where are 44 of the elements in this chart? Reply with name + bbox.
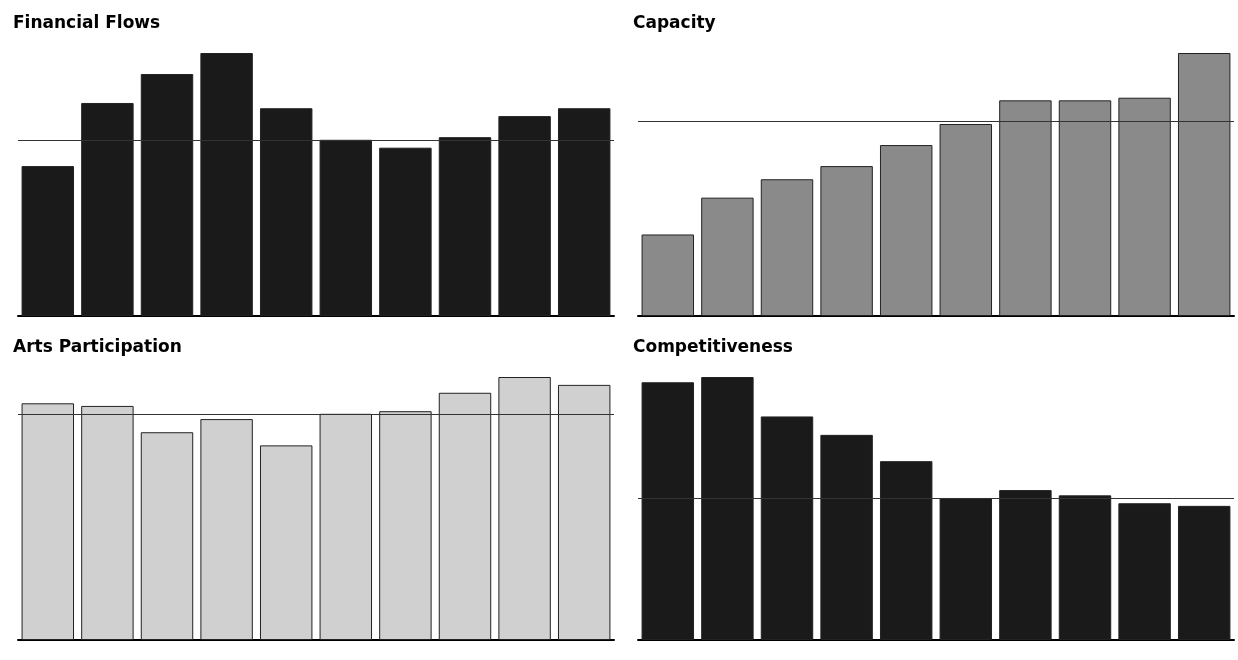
bar bbox=[438, 137, 492, 316]
bar bbox=[200, 53, 253, 316]
bar bbox=[557, 108, 611, 316]
bar bbox=[259, 445, 313, 640]
chart-title: Arts Participation bbox=[13, 335, 182, 356]
bar bbox=[999, 490, 1052, 640]
bar bbox=[641, 382, 695, 640]
chart-title: Competitiveness bbox=[633, 335, 793, 356]
bar bbox=[81, 405, 134, 640]
bar bbox=[379, 147, 432, 316]
bar bbox=[319, 413, 373, 640]
bar bbox=[1058, 100, 1112, 316]
bar bbox=[557, 384, 611, 640]
bar bbox=[140, 74, 194, 316]
bar bbox=[760, 179, 814, 316]
bar bbox=[81, 102, 134, 316]
bar bbox=[319, 139, 373, 316]
bar bbox=[1118, 503, 1171, 640]
bar bbox=[939, 497, 993, 640]
bar bbox=[701, 197, 754, 316]
bar bbox=[1177, 505, 1231, 640]
chart-title: Capacity bbox=[633, 11, 716, 32]
bar bbox=[879, 461, 933, 640]
bar bbox=[140, 432, 194, 640]
bar bbox=[438, 392, 492, 640]
bar bbox=[21, 166, 75, 316]
bar bbox=[498, 116, 551, 316]
bar bbox=[701, 377, 754, 640]
bar bbox=[379, 411, 432, 640]
bar bbox=[1058, 495, 1112, 640]
bar bbox=[879, 145, 933, 316]
bar bbox=[760, 416, 814, 640]
chart-title: Financial Flows bbox=[13, 11, 161, 32]
bar bbox=[1118, 97, 1171, 316]
bar bbox=[939, 124, 993, 316]
bar bbox=[641, 234, 695, 316]
bar bbox=[820, 166, 873, 316]
bar bbox=[21, 403, 75, 640]
bar bbox=[200, 419, 253, 640]
bar bbox=[498, 377, 551, 640]
bar bbox=[1177, 53, 1231, 316]
bar bbox=[999, 100, 1052, 316]
bar bbox=[820, 434, 873, 640]
bar bbox=[259, 108, 313, 316]
